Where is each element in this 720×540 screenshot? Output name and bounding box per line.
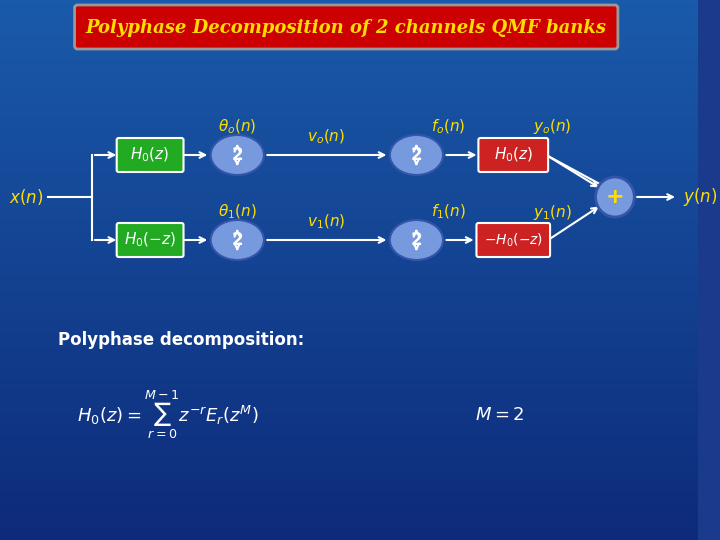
Text: $M = 2$: $M = 2$ xyxy=(474,406,524,424)
Text: $f_1(n)$: $f_1(n)$ xyxy=(431,203,466,221)
Text: Polyphase decomposition:: Polyphase decomposition: xyxy=(58,331,305,349)
Text: +: + xyxy=(606,187,624,207)
Ellipse shape xyxy=(390,220,443,260)
Circle shape xyxy=(595,177,634,217)
Ellipse shape xyxy=(390,135,443,175)
Text: $y(n)$: $y(n)$ xyxy=(683,186,717,208)
Text: 2: 2 xyxy=(231,231,243,249)
Text: $\theta_o(n)$: $\theta_o(n)$ xyxy=(218,118,256,136)
FancyBboxPatch shape xyxy=(117,138,184,172)
Text: $y_o(n)$: $y_o(n)$ xyxy=(533,118,571,137)
Text: 2: 2 xyxy=(410,231,422,249)
Ellipse shape xyxy=(211,220,264,260)
Text: $f_o(n)$: $f_o(n)$ xyxy=(431,118,466,136)
Text: $x(n)$: $x(n)$ xyxy=(9,187,44,207)
Text: $\theta_1(n)$: $\theta_1(n)$ xyxy=(218,203,256,221)
Text: $H_0(-z)$: $H_0(-z)$ xyxy=(124,231,176,249)
FancyBboxPatch shape xyxy=(117,223,184,257)
Text: $H_0(z)$: $H_0(z)$ xyxy=(494,146,533,164)
Text: 2: 2 xyxy=(410,146,422,164)
Text: $H_0(z)$: $H_0(z)$ xyxy=(130,146,170,164)
FancyBboxPatch shape xyxy=(477,223,550,257)
Text: $H_0(z) = \sum_{r=0}^{M-1} z^{-r} E_r\left(z^M\right)$: $H_0(z) = \sum_{r=0}^{M-1} z^{-r} E_r\le… xyxy=(78,388,259,442)
FancyBboxPatch shape xyxy=(75,5,618,49)
Text: $y_1(n)$: $y_1(n)$ xyxy=(533,202,572,221)
Text: $v_o(n)$: $v_o(n)$ xyxy=(307,128,346,146)
Ellipse shape xyxy=(211,135,264,175)
Text: Polyphase Decomposition of 2 channels QMF banks: Polyphase Decomposition of 2 channels QM… xyxy=(85,19,606,37)
Text: $-H_0(-z)$: $-H_0(-z)$ xyxy=(484,231,543,249)
Text: 2: 2 xyxy=(231,146,243,164)
FancyBboxPatch shape xyxy=(478,138,548,172)
Text: $v_1(n)$: $v_1(n)$ xyxy=(307,213,346,231)
